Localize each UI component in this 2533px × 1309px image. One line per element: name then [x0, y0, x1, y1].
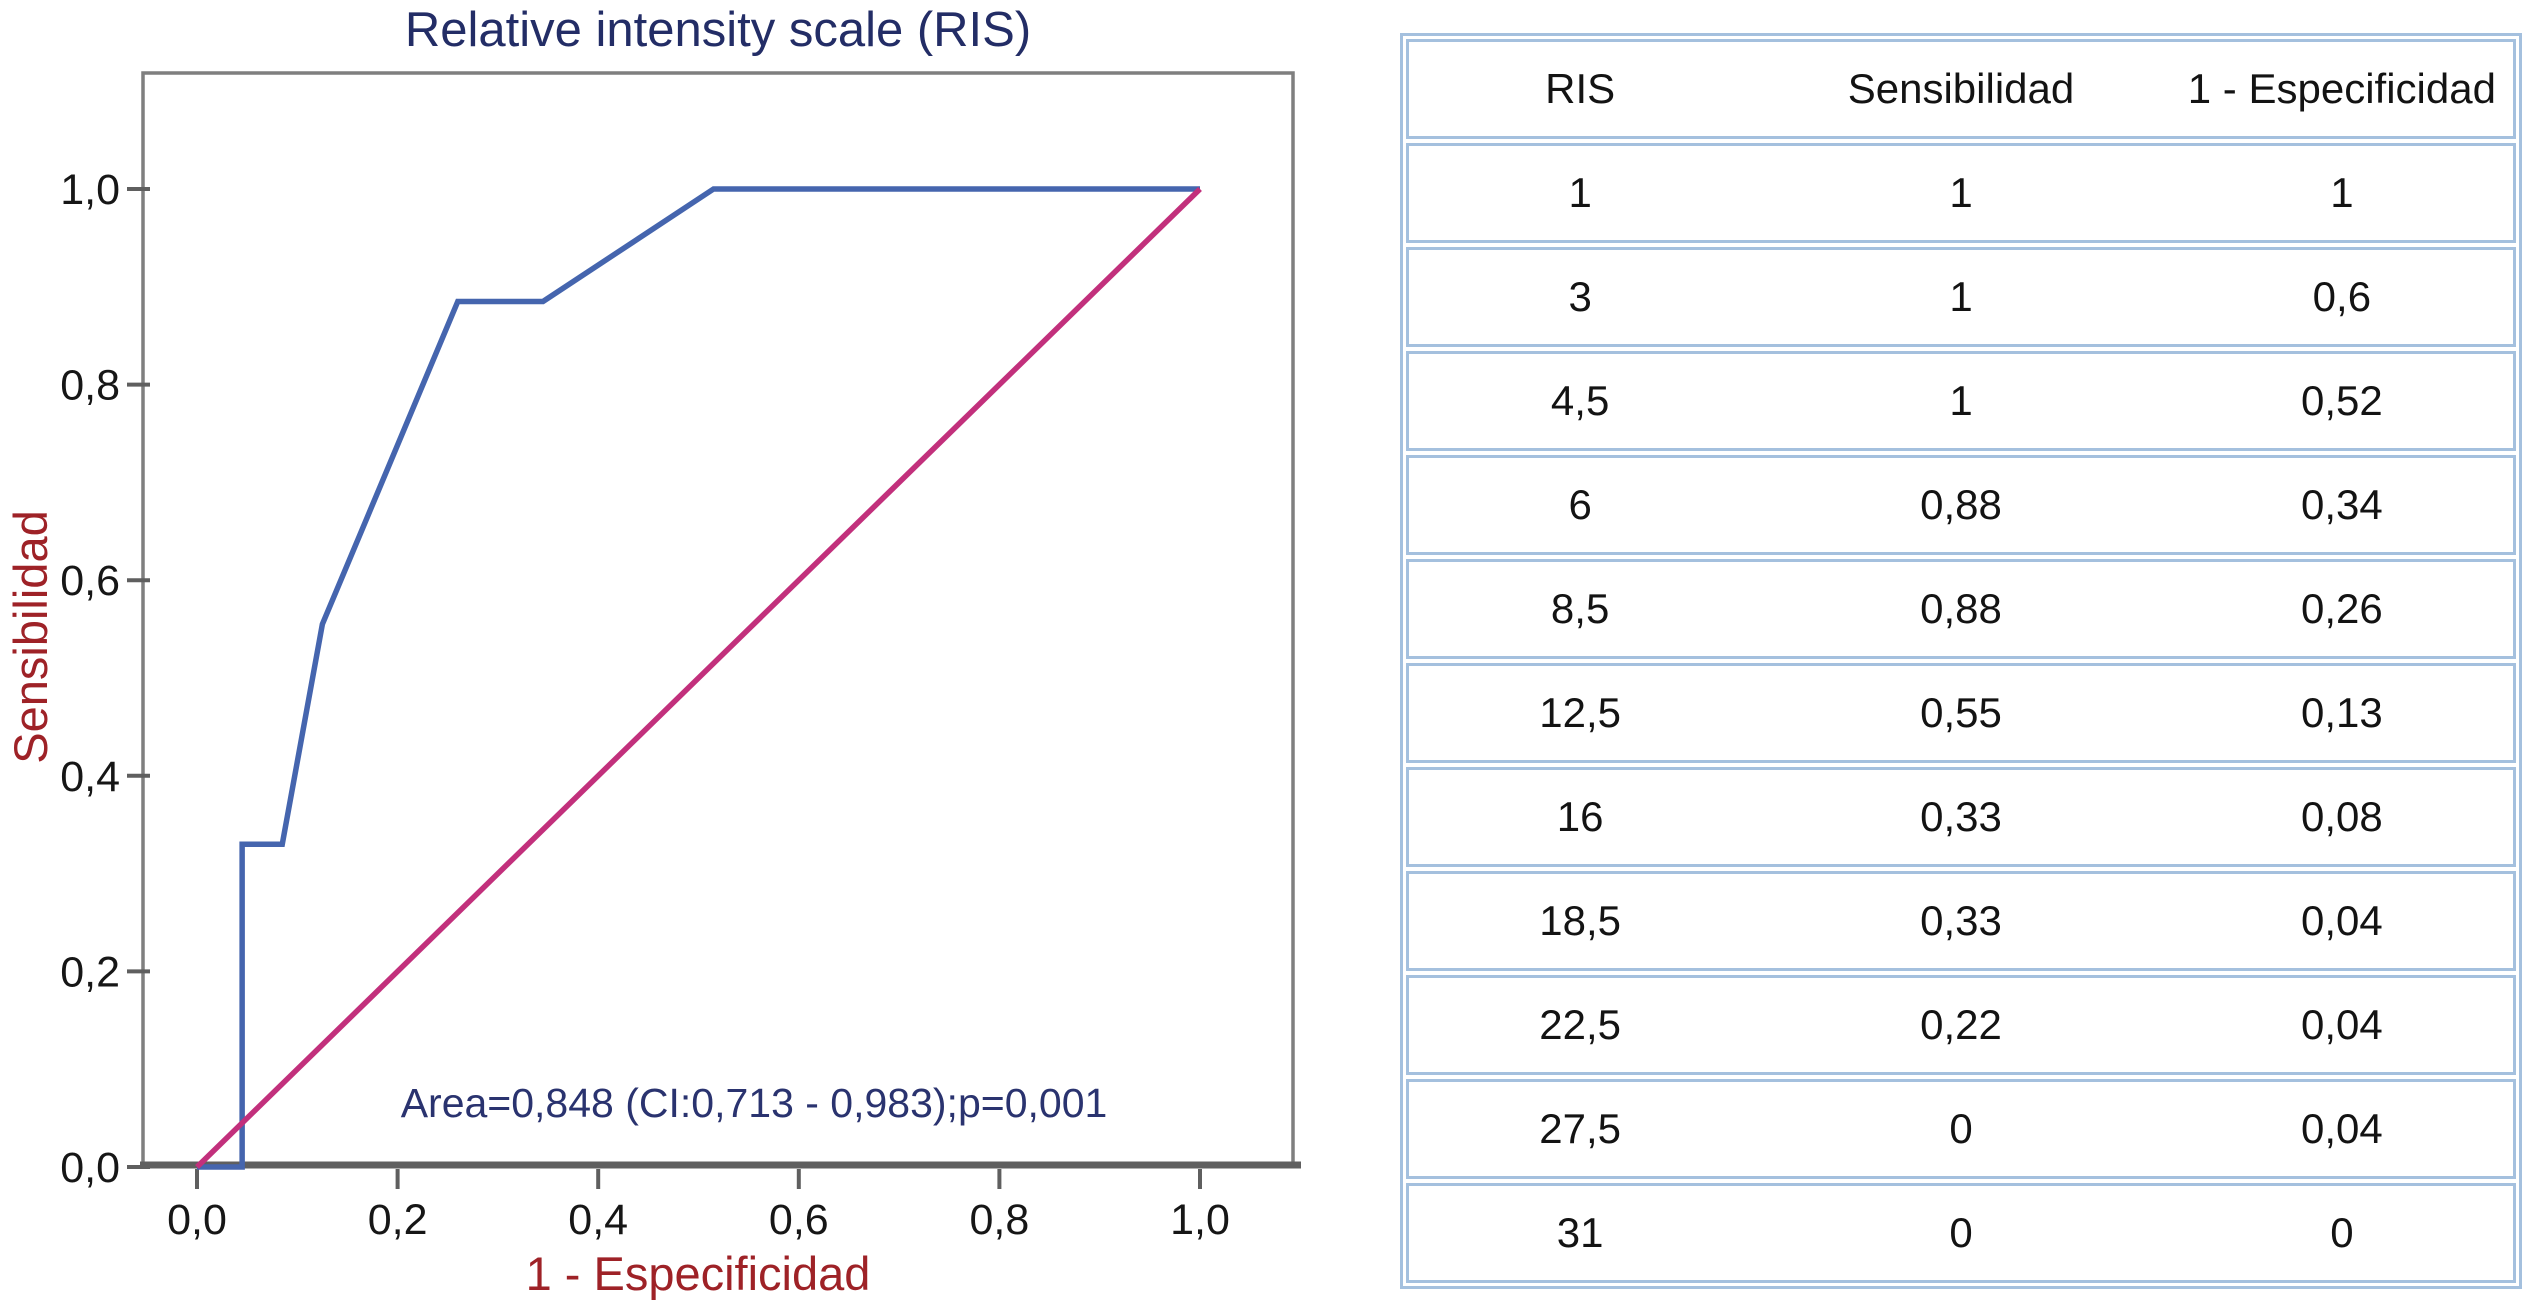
- table-cell: 0,04: [2300, 1001, 2383, 1048]
- table-header-row: RIS Sensibilidad 1 - Especificidad: [1406, 39, 2516, 139]
- table-header-sensibilidad: Sensibilidad: [1847, 65, 2075, 112]
- table-cell: 16: [1556, 793, 1604, 840]
- x-tick-label: 1,0: [1170, 1196, 1230, 1244]
- table-row: 6 0,88 0,34: [1406, 455, 2516, 555]
- table-cell: 0,33: [1920, 897, 2002, 944]
- table-cell: 31: [1556, 1209, 1604, 1256]
- table-cell: 0,33: [1920, 793, 2002, 840]
- x-tick-label: 0,0: [167, 1196, 227, 1244]
- plot-frame: [141, 71, 1295, 1167]
- table-row: 27,5 0 0,04: [1406, 1079, 2516, 1179]
- x-axis-title: 1 - Especificidad: [525, 1247, 871, 1300]
- table-cell: 8,5: [1550, 585, 1610, 632]
- table-cell: 22,5: [1539, 1001, 1621, 1048]
- table-cell: 0,52: [2300, 377, 2383, 424]
- x-tick-label: 0,6: [769, 1196, 829, 1244]
- table-row: 3 1 0,6: [1406, 247, 2516, 347]
- table-cell: 0: [1949, 1209, 1973, 1256]
- table-row: 18,5 0,33 0,04: [1406, 871, 2516, 971]
- table-cell: 3: [1568, 273, 1592, 320]
- y-tick-label: 0,0: [60, 1144, 120, 1192]
- y-tick-label: 0,4: [60, 753, 120, 801]
- table-cell: 0,13: [2300, 689, 2383, 736]
- y-tick-label: 1,0: [60, 166, 120, 214]
- table-cell: 6: [1568, 481, 1592, 528]
- table-cell: 0,04: [2300, 1105, 2383, 1152]
- y-tick-label: 0,2: [60, 948, 120, 996]
- table-cell: 27,5: [1539, 1105, 1621, 1152]
- y-axis-title: Sensibilidad: [4, 510, 57, 764]
- table-cell: 1: [1568, 169, 1592, 216]
- table-row: 4,5 1 0,52: [1406, 351, 2516, 451]
- table-cell: 0,88: [1920, 585, 2002, 632]
- table-cell: 1: [1949, 169, 1973, 216]
- roc-curve-line: [197, 186, 1200, 1170]
- table-cell: 1: [1949, 273, 1973, 320]
- table-cell: 0,6: [2312, 273, 2372, 320]
- x-tick-label: 0,4: [568, 1196, 628, 1244]
- table-row: 8,5 0,88 0,26: [1406, 559, 2516, 659]
- y-tick-label: 0,6: [60, 557, 120, 605]
- reference-diagonal-line: [195, 187, 1202, 1169]
- chart-title: Relative intensity scale (RIS): [404, 3, 1032, 57]
- table-cell: 4,5: [1550, 377, 1610, 424]
- table-cell: 0: [1949, 1105, 1973, 1152]
- table-cell: 0,08: [2300, 793, 2383, 840]
- table-cell: 0,88: [1920, 481, 2002, 528]
- table-cell: 18,5: [1539, 897, 1621, 944]
- table-cell: 12,5: [1539, 689, 1621, 736]
- table-cell: 0,34: [2300, 481, 2383, 528]
- table-cell: 0,04: [2300, 897, 2383, 944]
- table-cell: 1: [1949, 377, 1973, 424]
- table-row: 16 0,33 0,08: [1406, 767, 2516, 867]
- table-cell: 0: [2330, 1209, 2354, 1256]
- table-header-especificidad: 1 - Especificidad: [2187, 65, 2496, 112]
- table-cell: 0,26: [2300, 585, 2383, 632]
- table-cell: 0,22: [1920, 1001, 2002, 1048]
- table-row: 31 0 0: [1406, 1183, 2516, 1283]
- y-tick-label: 0,8: [60, 362, 120, 410]
- table-row: 22,5 0,22 0,04: [1406, 975, 2516, 1075]
- table-row: 1 1 1: [1406, 143, 2516, 243]
- table-row: 12,5 0,55 0,13: [1406, 663, 2516, 763]
- table-header-ris: RIS: [1545, 65, 1616, 112]
- table-cell: 0,55: [1920, 689, 2002, 736]
- roc-plot-canvas: 0,0 0,2 0,4 0,6 0,8 1,0 0,0 0,2 0,4 0,6 0,8 1,0: [60, 71, 1301, 1244]
- x-tick-label: 0,2: [368, 1196, 428, 1244]
- x-tick-label: 0,8: [970, 1196, 1030, 1244]
- auc-annotation: Area=0,848 (CI:0,713 - 0,983);p=0,001: [400, 1080, 1108, 1126]
- table-cell: 1: [2330, 169, 2354, 216]
